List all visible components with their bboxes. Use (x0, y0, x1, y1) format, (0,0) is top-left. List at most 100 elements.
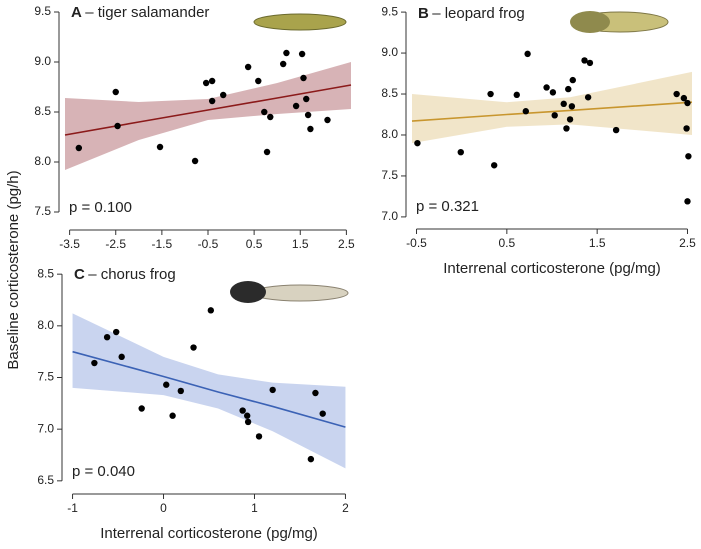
data-point (566, 116, 574, 123)
y-tick-label: 8.0 (37, 318, 54, 332)
y-tick-label: 8.5 (37, 266, 54, 280)
panel-title-text: – leopard frog (432, 5, 525, 22)
data-point (563, 125, 570, 132)
data-point (586, 59, 594, 67)
data-point (156, 143, 164, 151)
data-point (138, 405, 145, 412)
x-tick-label: 2.5 (679, 236, 696, 250)
data-point (581, 57, 588, 64)
y-tick-label: 7.5 (34, 204, 51, 218)
data-point (190, 344, 197, 351)
x-tick-label: -1.5 (152, 237, 173, 251)
regression-line (411, 101, 693, 122)
panel-letter: B (418, 5, 429, 22)
data-point (169, 412, 176, 419)
data-point (114, 122, 121, 130)
data-point (244, 412, 251, 419)
data-point (103, 334, 111, 341)
panel-letter: C (74, 266, 85, 283)
confidence-band (65, 62, 351, 170)
x-tick-label: 1.5 (589, 236, 606, 250)
panel: 7.5 8.0 8.5 9.0 9.5 -3.5 -2.5 -1.5 -0.5 0.5 1.5 2.5… (34, 4, 355, 251)
data-point (683, 125, 690, 132)
data-point (490, 162, 498, 169)
p-value: p = 0.100 (69, 199, 132, 216)
data-point (269, 386, 276, 394)
data-point (283, 49, 290, 57)
x-tick-label: 0 (160, 501, 167, 515)
data-point (319, 410, 326, 417)
data-point (255, 433, 263, 440)
regression-line (64, 84, 352, 136)
data-point (524, 50, 531, 58)
data-point (75, 144, 83, 152)
tadpole-head (230, 281, 266, 303)
y-tick-label: 7.5 (381, 168, 398, 182)
panel: 6.5 7.0 7.5 8.0 8.5 -1 0 1 2 C – chorus frog p = 0… (37, 266, 349, 542)
x-tick-label: -0.5 (406, 236, 427, 250)
y-tick-label: 9.0 (381, 45, 398, 59)
data-point (673, 90, 680, 98)
data-point (91, 359, 98, 367)
data-point (569, 76, 576, 84)
data-point (112, 88, 119, 96)
data-point (684, 198, 691, 205)
panel-letter: A (71, 4, 82, 21)
data-point (113, 328, 120, 336)
confidence-band (72, 313, 346, 469)
x-tick-label: 0.5 (246, 237, 263, 251)
x-tick-label: 1.5 (292, 237, 309, 251)
panel-title-text: – tiger salamander (85, 4, 209, 21)
data-point (303, 95, 310, 103)
data-point (549, 89, 557, 96)
x-axis-label: Interrenal corticosterone (pg/mg) (443, 260, 661, 277)
data-point (487, 90, 494, 98)
data-point (255, 77, 262, 85)
data-point (261, 108, 268, 116)
p-value: p = 0.321 (416, 198, 479, 215)
y-tick-label: 7.0 (381, 209, 398, 223)
data-point (307, 125, 314, 133)
x-tick-label: 2 (342, 501, 349, 515)
data-point (584, 94, 592, 101)
y-tick-label: 8.5 (381, 86, 398, 100)
y-tick-label: 7.5 (37, 370, 54, 384)
data-point (543, 84, 550, 91)
x-axis-label: Interrenal corticosterone (pg/mg) (100, 525, 318, 542)
data-point (568, 103, 576, 110)
panel-title-text: – chorus frog (88, 266, 176, 283)
panel-title: A – tiger salamander (71, 4, 209, 21)
y-tick-label: 9.0 (34, 54, 51, 68)
data-point (312, 389, 319, 397)
p-value: p = 0.040 (72, 463, 135, 480)
data-point (208, 97, 216, 105)
y-tick-label: 6.5 (37, 473, 54, 487)
tadpole-icon (251, 284, 349, 302)
data-point (304, 111, 312, 119)
y-tick-label: 7.0 (37, 421, 54, 435)
y-tick-label: 8.0 (34, 154, 51, 168)
data-point (163, 381, 170, 388)
data-point (551, 112, 558, 119)
salamander-icon (253, 13, 347, 31)
data-point (513, 91, 520, 99)
data-point (263, 148, 271, 156)
data-point (307, 455, 315, 463)
x-tick-label: 1 (251, 501, 258, 515)
y-axis-label: Baseline corticosterone (pg/h) (5, 170, 22, 369)
data-point (457, 148, 464, 156)
data-point (680, 94, 688, 102)
data-point (298, 50, 306, 58)
data-point (202, 79, 210, 87)
data-point (522, 108, 530, 115)
data-point (244, 63, 252, 71)
y-tick-label: 8.5 (34, 104, 51, 118)
data-point (324, 116, 331, 124)
animal-icons (230, 11, 669, 303)
x-tick-label: -1 (67, 501, 78, 515)
data-point (612, 126, 620, 134)
x-tick-label: 0.5 (498, 236, 515, 250)
tadpole-head (570, 11, 610, 33)
data-point (279, 60, 287, 68)
